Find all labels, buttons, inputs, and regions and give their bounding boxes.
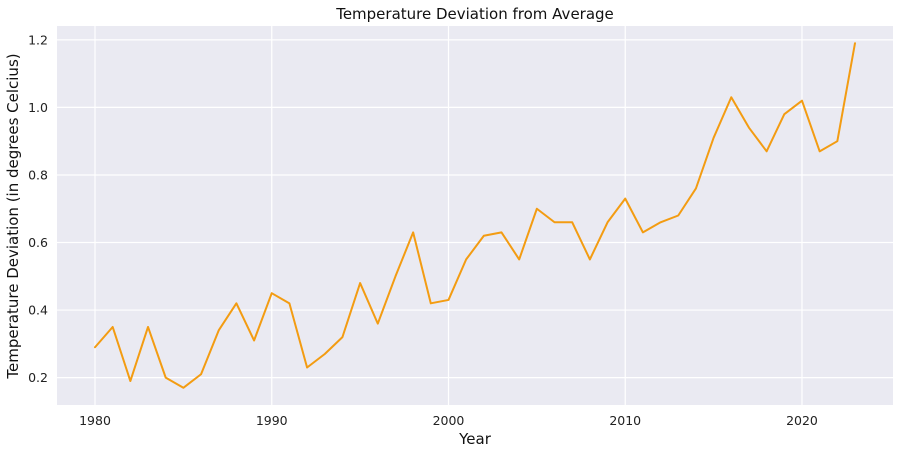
x-tick-label: 1990 xyxy=(256,413,288,428)
x-axis-ticks: 1980 1990 2000 2010 2020 xyxy=(79,413,818,428)
x-tick-label: 2010 xyxy=(609,413,641,428)
x-axis-title: Year xyxy=(458,430,492,448)
chart-title: Temperature Deviation from Average xyxy=(335,5,614,23)
y-axis-ticks: 0.2 0.4 0.6 0.8 1.0 1.2 xyxy=(28,32,48,385)
y-tick-label: 1.0 xyxy=(28,100,48,115)
x-tick-label: 2020 xyxy=(786,413,818,428)
x-tick-label: 2000 xyxy=(433,413,465,428)
y-tick-label: 0.8 xyxy=(28,167,48,182)
y-tick-label: 0.2 xyxy=(28,370,48,385)
y-tick-label: 1.2 xyxy=(28,32,48,47)
series-group xyxy=(94,42,856,389)
y-axis-title: Temperature Deviation (in degrees Celciu… xyxy=(4,53,22,379)
x-tick-label: 1980 xyxy=(79,413,111,428)
y-tick-label: 0.4 xyxy=(28,303,48,318)
plot-background xyxy=(57,26,893,405)
series-line xyxy=(94,42,856,389)
y-tick-label: 0.6 xyxy=(28,235,48,250)
